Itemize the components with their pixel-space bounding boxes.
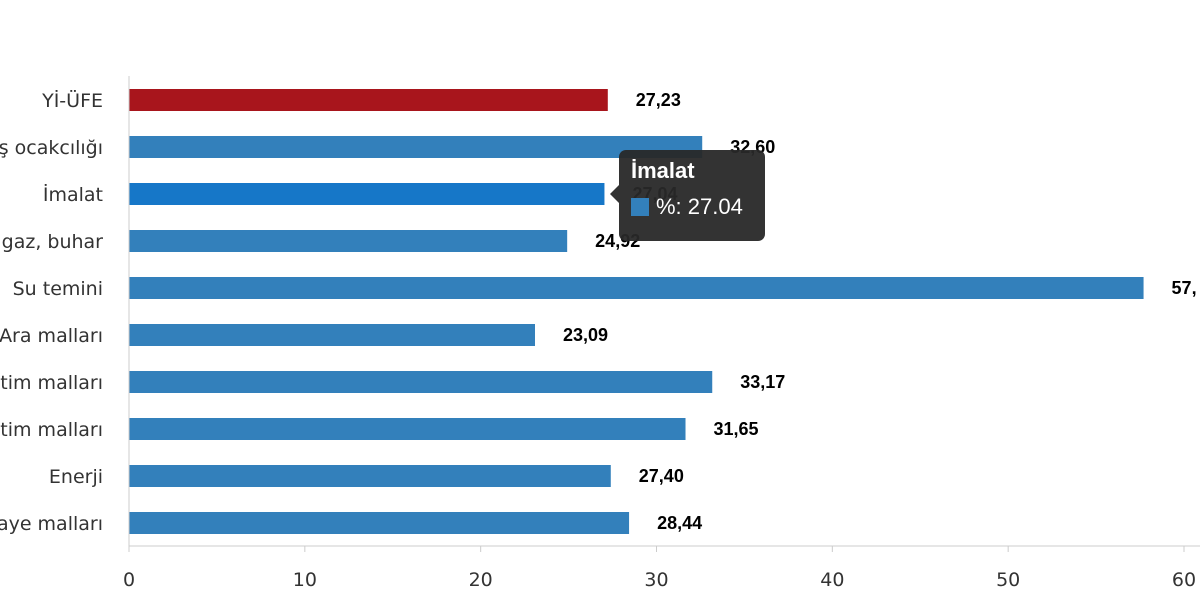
x-tick-label-6: 60 xyxy=(1172,569,1196,591)
bar-7[interactable] xyxy=(129,418,686,440)
bar-2[interactable] xyxy=(129,183,605,205)
category-label-6: tim malları xyxy=(0,372,103,394)
tooltip: İmalat %: 27.04 xyxy=(610,150,765,241)
category-label-7: tim malları xyxy=(0,419,103,441)
bar-4[interactable] xyxy=(129,277,1144,299)
tooltip-swatch-icon xyxy=(631,198,649,216)
x-tick-label-1: 10 xyxy=(293,569,317,591)
x-axis: 0 10 20 30 40 50 60 xyxy=(123,76,1200,591)
bar-5[interactable] xyxy=(129,324,535,346)
value-label-6: 33,17 xyxy=(740,372,785,392)
bar-8[interactable] xyxy=(129,465,611,487)
bar-1[interactable] xyxy=(129,136,703,158)
x-tick-label-4: 40 xyxy=(820,569,844,591)
category-labels: Yİ-ÜFE ş ocakcılığı İmalat gaz, buhar Su tem… xyxy=(0,89,103,535)
value-label-4: 57, xyxy=(1172,278,1197,298)
category-label-5: Ara malları xyxy=(0,325,103,347)
category-label-9: aye malları xyxy=(0,513,103,535)
bar-0[interactable] xyxy=(129,89,608,111)
value-label-7: 31,65 xyxy=(714,419,759,439)
tooltip-row: %: 27.04 xyxy=(631,194,753,220)
tooltip-value: %: 27.04 xyxy=(656,194,743,219)
category-label-1: ş ocakcılığı xyxy=(0,137,103,159)
category-label-0: Yİ-ÜFE xyxy=(41,89,103,112)
value-labels: 27,2332,6027,0424,9257,23,0933,1731,6527… xyxy=(563,90,1197,533)
bar-3[interactable] xyxy=(129,230,568,252)
category-label-4: Su temini xyxy=(13,278,103,300)
value-label-5: 23,09 xyxy=(563,325,608,345)
category-label-2: İmalat xyxy=(43,183,103,206)
bar-9[interactable] xyxy=(129,512,630,534)
x-tick-label-3: 30 xyxy=(644,569,668,591)
value-label-8: 27,40 xyxy=(639,466,684,486)
category-label-3: gaz, buhar xyxy=(2,231,104,253)
bar-6[interactable] xyxy=(129,371,713,393)
x-tick-label-5: 50 xyxy=(996,569,1020,591)
tooltip-title: İmalat xyxy=(631,158,695,183)
x-tick-label-2: 20 xyxy=(469,569,493,591)
category-label-8: Enerji xyxy=(49,466,103,488)
bars-group xyxy=(129,89,1144,534)
value-label-0: 27,23 xyxy=(636,90,681,110)
x-tick-label-0: 0 xyxy=(123,569,135,591)
value-label-9: 28,44 xyxy=(657,513,702,533)
